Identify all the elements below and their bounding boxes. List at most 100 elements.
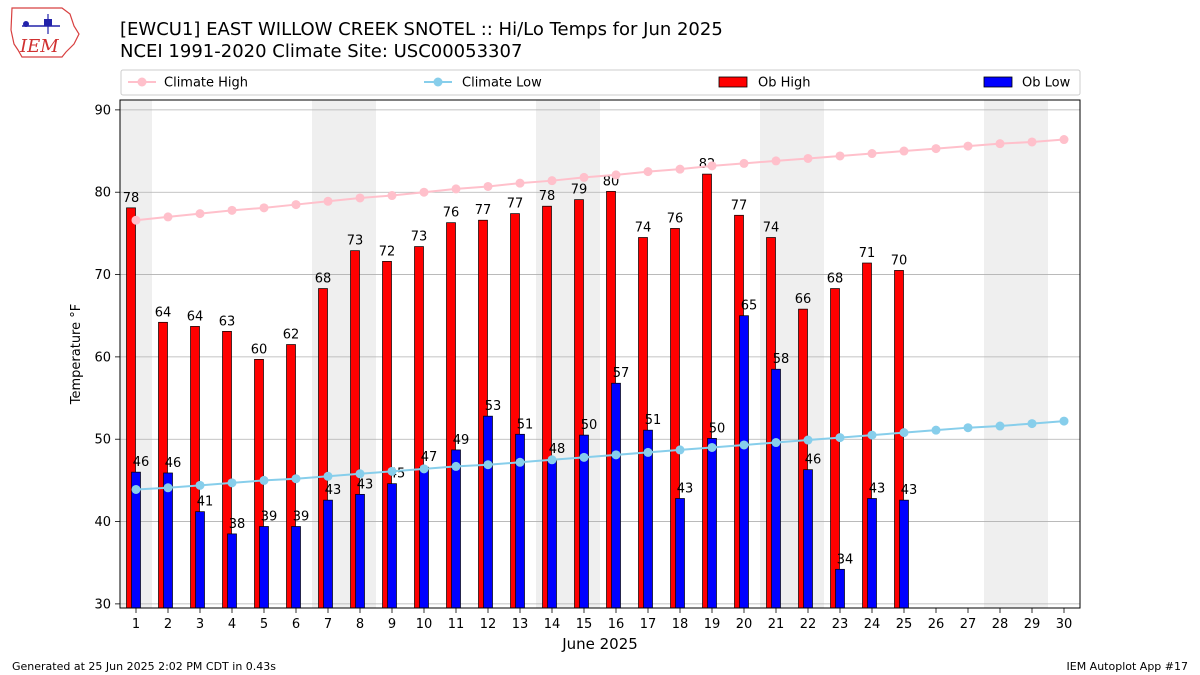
legend-label-ob-high: Ob High [758,76,811,91]
y-tick-label-50: 50 [94,433,111,448]
bar-ob-low-10 [419,466,429,609]
bar-label-ob-low-12: 53 [485,399,502,414]
point-climate-low-12 [483,460,493,470]
iem-logo: IEM [10,7,80,58]
bar-label-ob-high-23: 68 [827,272,844,287]
bar-label-ob-high-9: 72 [379,244,396,259]
chart-title: [EWCU1] EAST WILLOW CREEK SNOTEL :: Hi/L… [120,19,723,40]
bar-label-ob-high-24: 71 [859,246,876,261]
point-climate-low-16 [611,450,621,460]
bar-ob-low-6 [291,526,301,609]
point-climate-low-21 [771,438,781,448]
y-tick-label-80: 80 [94,186,111,201]
point-climate-low-23 [835,433,845,443]
x-tick-label-16: 16 [608,617,625,632]
bar-label-ob-high-13: 77 [507,197,524,212]
x-axis-label: June 2025 [561,635,638,653]
point-climate-high-9 [387,191,397,201]
legend-label-ob-low: Ob Low [1022,76,1071,91]
logo-text: IEM [19,36,59,57]
x-tick-label-13: 13 [512,617,529,632]
bar-label-ob-low-4: 38 [229,517,246,532]
point-climate-high-20 [739,158,749,168]
bar-label-ob-high-20: 77 [731,198,748,213]
legend-label-climate-low: Climate Low [462,76,542,91]
point-climate-low-20 [739,440,749,450]
legend-item-climate-low: Climate Low [424,76,542,91]
bar-ob-low-7 [323,499,333,609]
x-tick-label-24: 24 [864,617,881,632]
point-climate-low-7 [323,471,333,481]
legend-label-climate-high: Climate High [164,76,248,91]
bar-label-ob-high-18: 76 [667,211,684,226]
x-tick-label-11: 11 [448,617,465,632]
bar-ob-low-5 [259,526,269,609]
bar-label-ob-low-2: 46 [165,456,182,471]
bar-label-ob-high-3: 64 [187,309,204,324]
x-tick-label-4: 4 [228,617,236,632]
bar-label-ob-high-12: 77 [475,203,492,218]
point-climate-high-5 [259,203,269,213]
x-tick-label-30: 30 [1056,617,1073,632]
bar-ob-low-25 [899,499,909,609]
point-climate-high-21 [771,156,781,166]
x-tick-label-21: 21 [768,617,785,632]
point-climate-high-27 [963,141,973,151]
y-tick-label-40: 40 [94,515,111,530]
point-climate-high-29 [1027,137,1037,147]
bar-label-ob-low-8: 43 [357,477,374,492]
x-tick-label-10: 10 [416,617,433,632]
bar-label-ob-low-10: 47 [421,450,438,465]
point-climate-low-13 [515,457,525,467]
point-climate-high-14 [547,176,557,186]
x-tick-label-17: 17 [640,617,657,632]
bar-label-ob-high-14: 78 [539,189,556,204]
bar-ob-low-20 [739,315,749,609]
point-climate-low-18 [675,445,685,455]
x-tick-label-2: 2 [164,617,172,632]
x-tick-label-29: 29 [1024,617,1041,632]
bar-label-ob-low-21: 58 [773,352,790,367]
bar-ob-low-18 [675,498,685,609]
bar-label-ob-low-17: 51 [645,413,662,428]
point-climate-high-17 [643,167,653,177]
x-tick-label-12: 12 [480,617,497,632]
point-climate-low-19 [707,442,717,452]
x-tick-label-22: 22 [800,617,817,632]
point-climate-low-11 [451,461,461,471]
x-tick-label-20: 20 [736,617,753,632]
point-climate-high-11 [451,184,461,194]
point-climate-low-24 [867,430,877,440]
legend: Climate High Climate Low Ob High Ob Low [120,69,1081,96]
point-climate-low-2 [163,483,173,493]
bar-ob-low-14 [547,458,557,609]
bar-ob-low-12 [483,415,493,609]
legend-item-ob-high: Ob High [718,76,811,91]
bar-label-ob-high-2: 64 [155,305,172,320]
point-climate-high-26 [931,144,941,154]
bar-label-ob-low-23: 34 [837,552,854,567]
point-climate-low-4 [227,478,237,488]
point-climate-low-30 [1059,416,1069,426]
bar-ob-low-11 [451,449,461,609]
bar-label-ob-high-7: 68 [315,272,332,287]
point-climate-low-1 [131,484,141,494]
point-climate-high-22 [803,153,813,163]
x-tick-label-15: 15 [576,617,593,632]
y-axis-label: Temperature °F [69,304,84,405]
point-climate-high-18 [675,164,685,174]
point-climate-low-25 [899,428,909,438]
bar-ob-low-19 [707,438,717,609]
x-tick-label-3: 3 [196,617,204,632]
x-tick-label-18: 18 [672,617,689,632]
point-climate-low-17 [643,447,653,457]
legend-item-climate-high: Climate High [128,76,248,91]
point-climate-high-10 [419,187,429,197]
x-tick-label-8: 8 [356,617,364,632]
x-tick-label-28: 28 [992,617,1009,632]
bar-label-ob-high-22: 66 [795,292,812,307]
bar-label-ob-high-17: 74 [635,220,652,235]
bar-label-ob-high-1: 78 [123,191,140,206]
point-climate-high-6 [291,200,301,210]
